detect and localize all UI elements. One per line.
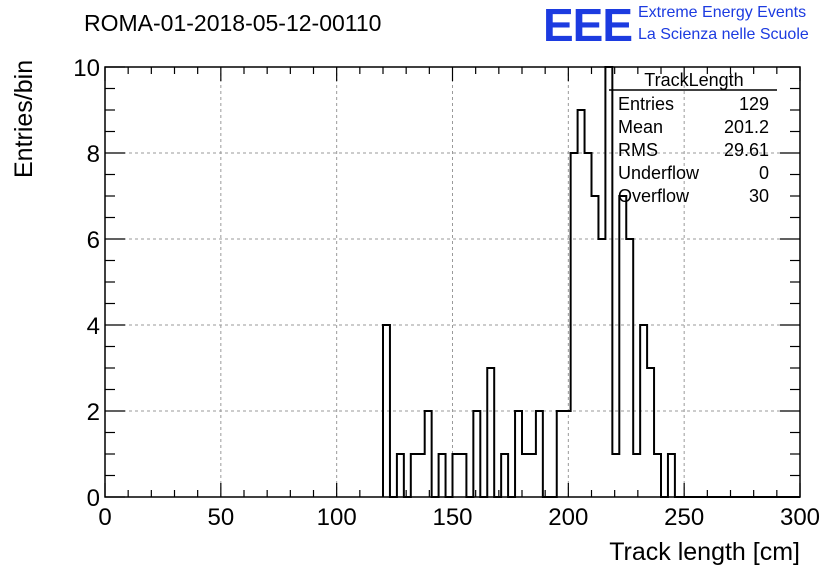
logo-text-line-1: Extreme Energy Events <box>638 4 807 21</box>
eee-logo-mark: EEE <box>543 0 633 51</box>
x-tick-label: 200 <box>548 504 588 531</box>
y-tick-label: 0 <box>87 485 100 512</box>
y-tick-label: 2 <box>87 399 100 426</box>
x-tick-label: 150 <box>432 504 472 531</box>
y-tick-label: 8 <box>87 141 100 168</box>
stats-row-label: Mean <box>618 117 663 137</box>
stats-row-label: RMS <box>618 140 658 160</box>
run-title: ROMA-01-2018-05-12-00110 <box>84 10 382 36</box>
stats-row-value: 30 <box>749 186 769 206</box>
y-tick-label: 4 <box>87 313 100 340</box>
y-tick-label: 6 <box>87 227 100 254</box>
x-tick-label: 250 <box>664 504 704 531</box>
stats-row-value: 201.2 <box>724 117 769 137</box>
x-axis-label: Track length [cm] <box>609 538 800 566</box>
x-tick-label: 100 <box>317 504 357 531</box>
x-tick-label: 50 <box>207 504 234 531</box>
plot-frame <box>104 66 801 498</box>
stats-row-label: Underflow <box>618 163 700 183</box>
x-tick-label: 300 <box>780 504 820 531</box>
axis-ticks <box>104 66 801 498</box>
x-tick-label: 0 <box>98 504 111 531</box>
grid-lines <box>105 67 800 497</box>
x-tick-labels: 0 50 100 150 200 250 300 <box>98 504 820 531</box>
stats-row-value: 0 <box>759 163 769 183</box>
stats-row-value: 129 <box>739 94 769 114</box>
y-tick-label: 10 <box>73 55 100 82</box>
stats-box: TrackLength Entries 129 Mean 201.2 RMS 29.61 U… <box>609 70 777 206</box>
stats-title: TrackLength <box>644 70 743 90</box>
stats-row-label: Entries <box>618 94 674 114</box>
y-tick-labels: 0 2 4 6 8 10 <box>73 55 100 512</box>
logo-text-line-2: La Scienza nelle Scuole <box>638 26 809 43</box>
stats-row-label: Overflow <box>618 186 690 206</box>
stats-row-value: 29.61 <box>724 140 769 160</box>
y-axis-label: Entries/bin <box>10 60 38 178</box>
